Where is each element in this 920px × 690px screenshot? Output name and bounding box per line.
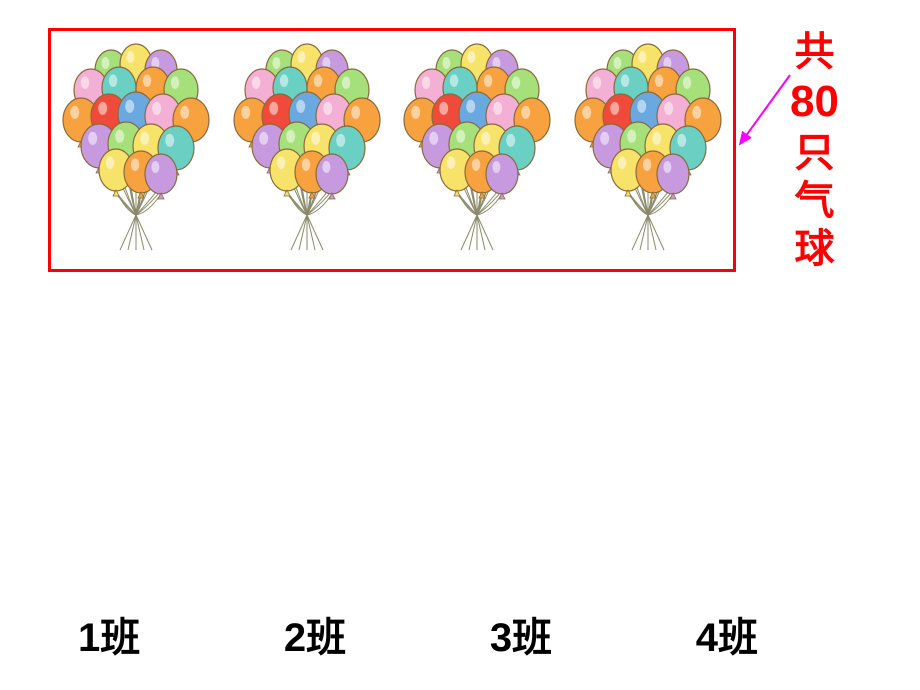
balloon-cluster-3	[402, 40, 552, 260]
balloon-cluster-1	[61, 40, 211, 260]
class-label-3: 3班	[490, 605, 552, 663]
class-label-2: 2班	[284, 605, 346, 663]
callout-char-2: 只	[794, 129, 834, 177]
balloon-cluster-4	[573, 40, 723, 260]
class-label-4: 4班	[696, 605, 758, 663]
balloon-box	[48, 28, 736, 272]
callout-char-3: 气	[794, 177, 834, 225]
callout-text: 共 80 只 气 球	[790, 28, 839, 273]
callout-number: 80	[790, 76, 839, 129]
class-labels-row: 1班 2班 3班 4班	[78, 605, 758, 663]
callout-char-0: 共	[794, 28, 834, 76]
balloon-cluster-2	[232, 40, 382, 260]
callout-char-4: 球	[794, 225, 834, 273]
class-label-1: 1班	[78, 605, 140, 663]
callout-arrow	[735, 72, 793, 150]
